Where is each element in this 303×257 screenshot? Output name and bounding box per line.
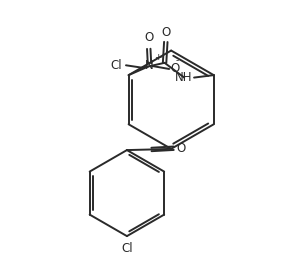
Text: +: + [154,53,161,62]
Text: O: O [161,25,170,39]
Text: N: N [145,59,154,72]
Text: Cl: Cl [121,242,133,254]
Text: O: O [144,31,153,44]
Text: -: - [176,56,179,65]
Text: Cl: Cl [110,59,122,72]
Text: NH: NH [175,71,193,84]
Text: O: O [171,62,180,75]
Text: O: O [177,142,186,155]
